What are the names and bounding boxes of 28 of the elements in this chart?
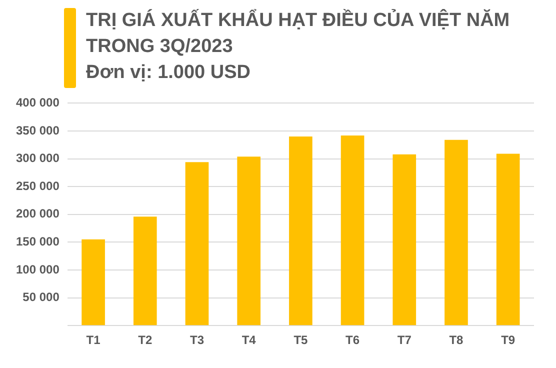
bar xyxy=(340,135,364,326)
x-tick-label: T5 xyxy=(294,333,308,348)
y-tick-label: 350 000 xyxy=(16,123,60,138)
y-tick-label: 400 000 xyxy=(16,96,60,110)
x-tick-label: T3 xyxy=(190,333,204,348)
bar xyxy=(289,136,312,326)
y-tick-label: 150 000 xyxy=(16,234,60,249)
x-tick-label: T4 xyxy=(242,333,256,348)
bar xyxy=(133,216,157,326)
bar xyxy=(392,154,416,326)
x-tick-label: T9 xyxy=(501,333,516,348)
chart-title: TRỊ GIÁ XUẤT KHẨU HẠT ĐIỀU CỦA VIỆT NĂM TRONG 3Q/2023 xyxy=(86,8,511,59)
bar xyxy=(444,140,468,326)
x-tick-label: T1 xyxy=(86,333,101,348)
x-tick-label: T6 xyxy=(346,333,360,348)
bar xyxy=(82,239,105,326)
y-tick-label: 300 000 xyxy=(16,151,60,166)
y-tick-label: 200 000 xyxy=(16,206,60,221)
y-tick-label: 100 000 xyxy=(16,262,60,276)
bar xyxy=(496,154,520,326)
x-tick-label: T7 xyxy=(397,333,412,348)
x-tick-label: T2 xyxy=(138,333,152,348)
y-tick-label: 50 000 xyxy=(22,290,60,304)
y-tick-label: 250 000 xyxy=(16,178,60,193)
bar xyxy=(185,162,209,326)
chart-subtitle: Đơn vị: 1.000 USD xyxy=(86,61,252,85)
bar xyxy=(237,156,261,326)
x-tick-label: T8 xyxy=(449,333,464,348)
